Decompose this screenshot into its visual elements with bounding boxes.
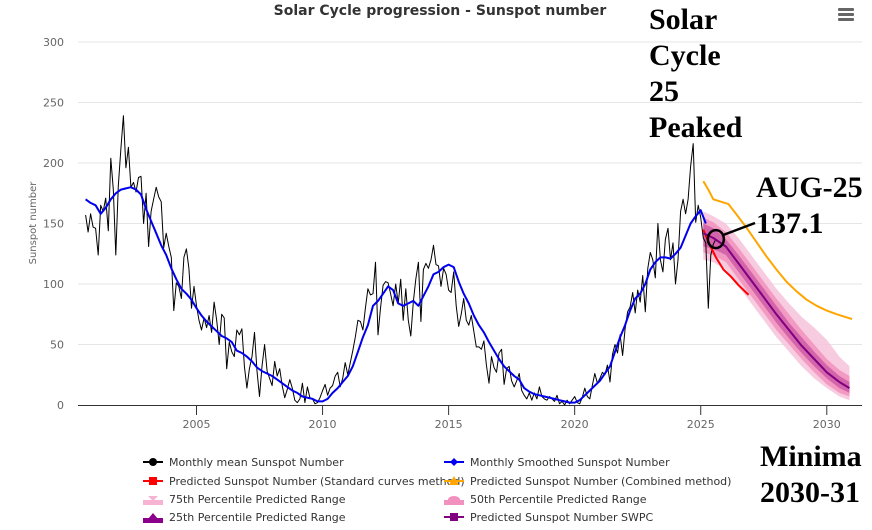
triangle-down-area-legend-symbol-icon: [143, 496, 163, 505]
annotation-aug-25-value: AUG-25 137.1: [756, 171, 863, 240]
x-tick-label: 2020: [561, 418, 589, 431]
diamond-legend-symbol-icon: [444, 458, 464, 466]
legend-label: 25th Percentile Predicted Range: [169, 510, 346, 524]
grid-lines: [78, 41, 862, 345]
legend-label: Predicted Sunspot Number (Standard curve…: [169, 474, 465, 488]
legend-label: 50th Percentile Predicted Range: [470, 492, 647, 506]
chart-title: Solar Cycle progression - Sunspot number: [273, 3, 607, 19]
square-legend-symbol-icon: [444, 513, 464, 521]
hamburger-menu-button[interactable]: [836, 6, 856, 24]
hamburger-menu-icon: [838, 8, 854, 11]
legend-item-75th-percentile-predicted-range[interactable]: 75th Percentile Predicted Range: [143, 492, 346, 506]
hamburger-menu-icon-bar: [838, 13, 854, 16]
legend-item-50th-percentile-predicted-range[interactable]: 50th Percentile Predicted Range: [444, 492, 647, 506]
y-tick-label: 250: [43, 97, 64, 110]
series-predicted-sunspot-number-swpc: [702, 232, 851, 389]
range-25th-percentile-predicted-range: [703, 223, 850, 393]
x-tick-label: 2005: [182, 418, 210, 431]
y-tick-label: 100: [43, 278, 64, 291]
triangle-legend-symbol-icon: [444, 476, 464, 485]
series-lines: [85, 115, 853, 406]
y-axis-ticks: 0 50 100 150 200 250 300: [43, 36, 64, 412]
hamburger-menu-icon-bar: [838, 18, 854, 21]
x-tick-label: 2030: [813, 418, 841, 431]
legend-item-monthly-smoothed-sunspot-number[interactable]: Monthly Smoothed Sunspot Number: [444, 455, 670, 469]
annotation-pointer-line: [722, 221, 756, 237]
legend-label: Predicted Sunspot Number (Combined metho…: [470, 474, 732, 488]
legend-item-25th-percentile-predicted-range[interactable]: 25th Percentile Predicted Range: [143, 510, 346, 524]
y-tick-label: 200: [43, 157, 64, 170]
square-legend-symbol-icon: [143, 477, 163, 485]
legend-label: Monthly mean Sunspot Number: [169, 455, 344, 469]
annotation-markers: [706, 221, 756, 250]
x-tick-label: 2025: [687, 418, 715, 431]
y-tick-label: 0: [57, 399, 64, 412]
triangle-area-legend-symbol-icon: [143, 513, 163, 523]
legend-item-predicted-sunspot-number-combined-method[interactable]: Predicted Sunspot Number (Combined metho…: [444, 474, 731, 488]
y-tick-label: 150: [43, 218, 64, 231]
legend-item-predicted-sunspot-number-standard-curves-method[interactable]: Predicted Sunspot Number (Standard curve…: [143, 474, 465, 488]
legend-label: 75th Percentile Predicted Range: [169, 492, 346, 506]
x-tick-label: 2015: [435, 418, 463, 431]
y-tick-label: 300: [43, 36, 64, 49]
series-predicted-sunspot-number-combined-method: [702, 180, 853, 321]
annotation-cycle-peaked: Solar Cycle 25 Peaked: [649, 3, 743, 144]
area-legend-symbol-icon: [444, 496, 464, 505]
y-axis-label: Sunspot number: [28, 181, 39, 265]
circle-legend-symbol-icon: [143, 458, 163, 466]
x-axis: 2005 2010 2015 2020 2025 2030: [78, 405, 862, 431]
y-tick-label: 50: [50, 339, 64, 352]
series-monthly-mean-sunspot-number: [85, 115, 717, 406]
legend-label: Predicted Sunspot Number SWPC: [470, 510, 654, 524]
legend-label: Monthly Smoothed Sunspot Number: [470, 455, 670, 469]
legend-item-predicted-sunspot-number-swpc[interactable]: Predicted Sunspot Number SWPC: [444, 510, 653, 524]
legend-item-monthly-mean-sunspot-number[interactable]: Monthly mean Sunspot Number: [143, 455, 344, 469]
annotation-minima: Minima 2030-31: [760, 440, 862, 509]
annotation-circle-marker: [706, 228, 726, 250]
x-tick-label: 2010: [309, 418, 337, 431]
series-monthly-smoothed-sunspot-number: [85, 186, 707, 404]
